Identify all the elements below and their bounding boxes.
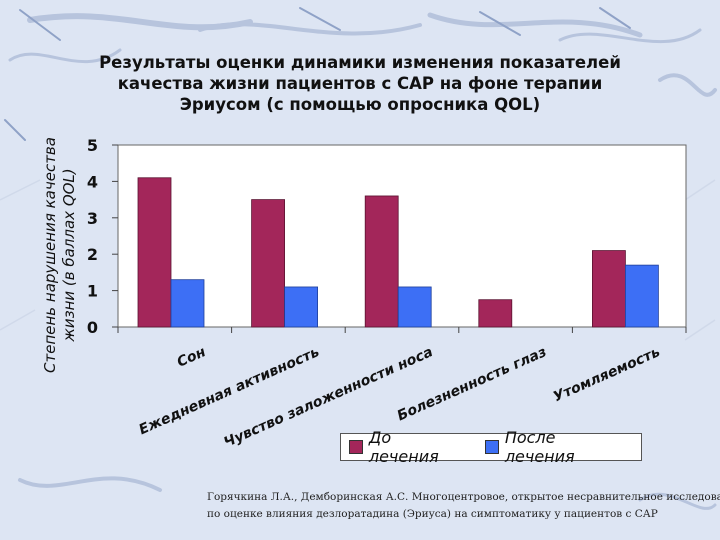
x-category-label: Ежедневная активность	[137, 344, 322, 438]
y-tick-label: 1	[87, 282, 98, 301]
source-caption: Горячкина Л.А., Демборинская А.С. Многоц…	[207, 489, 720, 523]
caption-line-2: по оценке влияния дезлоратадина (Эриуса)…	[207, 508, 658, 520]
bar-before-treatment	[478, 299, 513, 328]
legend: До лечения После лечения	[340, 428, 642, 466]
legend-label-after: После лечения	[504, 428, 575, 466]
legend-item-after: После лечения	[477, 428, 629, 466]
x-category-label: Утомляемость	[551, 344, 663, 405]
bar-after-treatment	[170, 279, 205, 328]
bar-before-treatment	[592, 250, 626, 328]
legend-label-before: До лечения	[368, 428, 439, 466]
bar-before-treatment	[137, 177, 172, 328]
legend-swatch-after	[484, 440, 499, 454]
bar-after-treatment	[284, 286, 319, 328]
bar-after-treatment	[625, 264, 659, 328]
y-tick-label: 5	[87, 136, 98, 155]
bar-after-treatment	[397, 286, 432, 328]
title-line-3: Эриусом (с помощью опросника QOL)	[179, 95, 541, 114]
title-line-2: качества жизни пациентов с САР на фоне т…	[117, 74, 603, 93]
chart-title: Результаты оценки динамики изменения пок…	[80, 52, 640, 115]
y-tick-label: 0	[87, 318, 98, 337]
caption-line-1: Горячкина Л.А., Демборинская А.С. Многоц…	[207, 491, 720, 503]
y-tick-label: 3	[87, 209, 98, 228]
title-line-1: Результаты оценки динамики изменения пок…	[99, 53, 621, 72]
legend-swatch-before	[349, 440, 363, 454]
x-category-label: Сон	[175, 344, 209, 371]
legend-item-before: До лечения	[341, 428, 465, 466]
y-tick-label: 2	[87, 245, 98, 264]
bar-before-treatment	[251, 199, 286, 328]
bar-before-treatment	[364, 195, 399, 328]
y-tick-label: 4	[87, 172, 98, 191]
